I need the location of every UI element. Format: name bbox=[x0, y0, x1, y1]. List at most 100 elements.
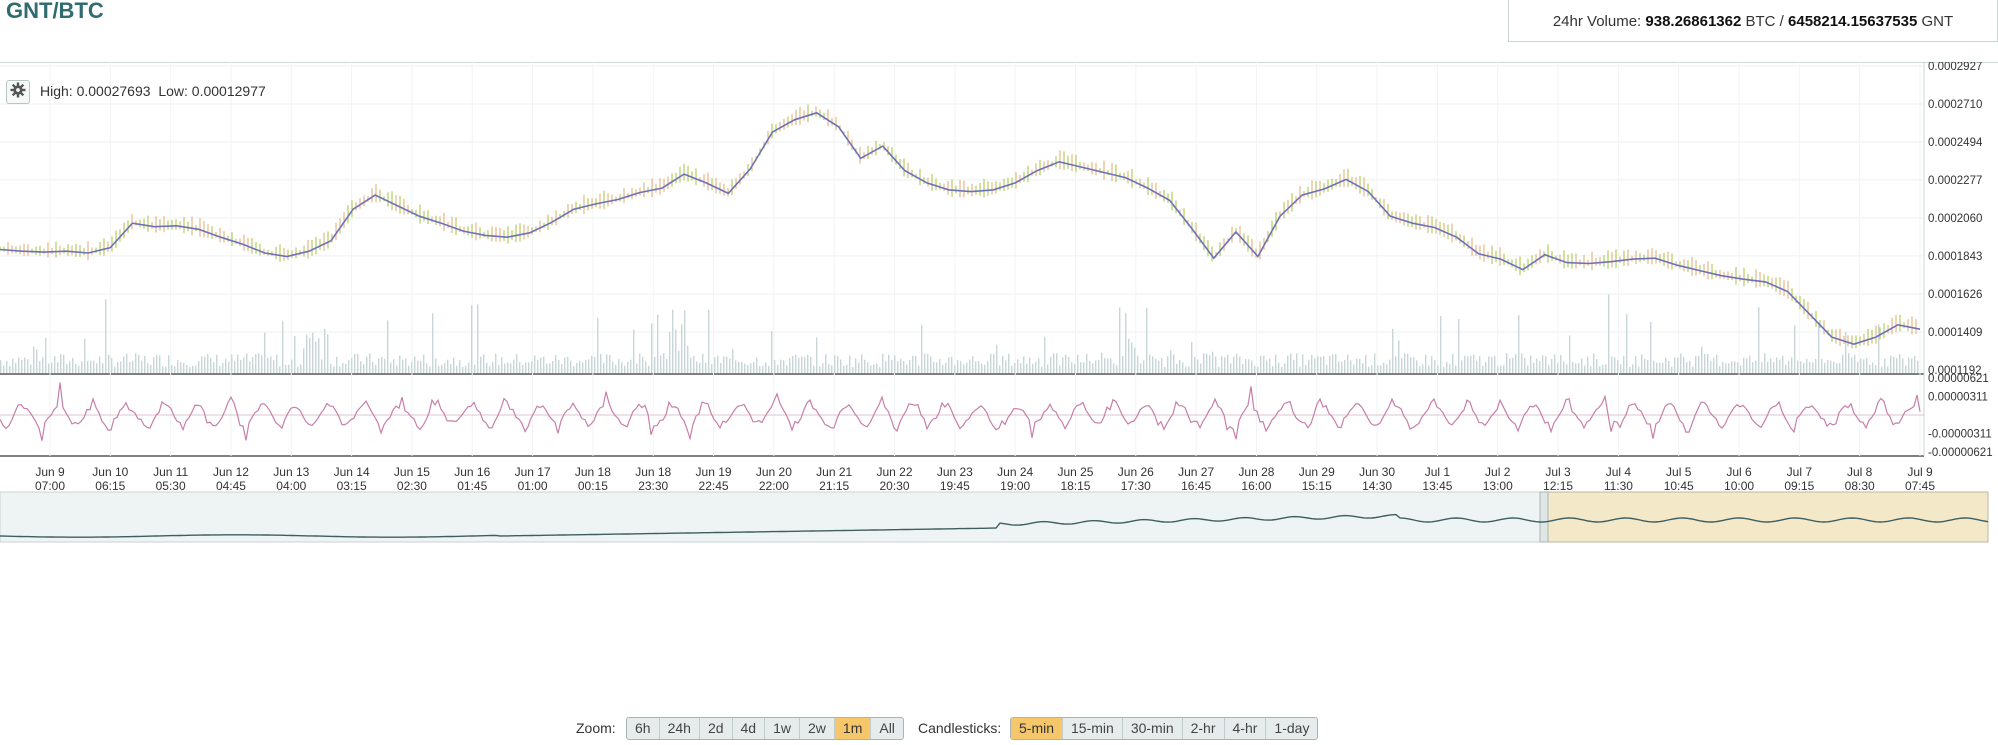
indicator-tick-label: 0.00000311 bbox=[1928, 391, 1988, 403]
volume-bar bbox=[1263, 355, 1265, 373]
volume-bar bbox=[21, 360, 23, 373]
volume-bar bbox=[1722, 361, 1724, 373]
zoom-6h-button[interactable]: 6h bbox=[627, 718, 660, 739]
gear-icon bbox=[10, 82, 26, 103]
volume-bar bbox=[1536, 358, 1538, 373]
volume-bar bbox=[507, 362, 509, 373]
volume-bar bbox=[1581, 358, 1583, 373]
volume-bar bbox=[1146, 307, 1148, 373]
volume-bar bbox=[1197, 359, 1199, 373]
chart-settings-button[interactable] bbox=[6, 80, 30, 104]
volume-bar bbox=[1554, 354, 1556, 373]
volume-bar bbox=[171, 364, 173, 373]
volume-bar bbox=[798, 357, 800, 373]
volume-bar bbox=[915, 355, 917, 373]
volume-bar bbox=[63, 354, 65, 373]
volume-bar bbox=[1320, 356, 1322, 373]
time-tick-day: Jun 25 bbox=[1057, 465, 1093, 479]
chart-svg[interactable]: 0.0002927 0.0002710 0.0002494 0.0002277 0.00… bbox=[0, 61, 1998, 582]
zoom-24h-button[interactable]: 24h bbox=[660, 718, 700, 739]
volume-bar bbox=[441, 364, 443, 373]
volume-bar bbox=[1590, 366, 1592, 373]
candles-5-min-button[interactable]: 5-min bbox=[1011, 718, 1064, 739]
volume-bar bbox=[1815, 359, 1817, 373]
volume-bar bbox=[639, 353, 641, 373]
volume-bar bbox=[285, 364, 287, 373]
volume-bar bbox=[1131, 342, 1133, 373]
volume-bar bbox=[81, 361, 83, 373]
volume-bar bbox=[0, 360, 2, 373]
volume-bar bbox=[1548, 365, 1550, 373]
volume-bar bbox=[780, 359, 782, 373]
volume-bar bbox=[72, 357, 74, 373]
volume-bar bbox=[1317, 356, 1319, 373]
candles-2-hr-button[interactable]: 2-hr bbox=[1183, 718, 1225, 739]
volume-bar bbox=[48, 363, 50, 373]
volume-bar bbox=[855, 358, 857, 373]
volume-bar bbox=[786, 365, 788, 373]
volume-bar bbox=[1407, 353, 1409, 373]
time-tick-time: 07:45 bbox=[1905, 479, 1935, 493]
price-line[interactable] bbox=[0, 111, 1921, 345]
zoom-2w-button[interactable]: 2w bbox=[800, 718, 835, 739]
candles-1-day-button[interactable]: 1-day bbox=[1274, 720, 1310, 736]
volume-bar bbox=[1278, 362, 1280, 373]
volume-bar bbox=[1161, 357, 1163, 373]
volume-bar bbox=[1083, 362, 1085, 373]
volume-bar bbox=[1098, 359, 1100, 373]
navigator-handle-left[interactable] bbox=[1539, 491, 1549, 543]
volume-bar bbox=[1464, 355, 1466, 373]
volume-bar bbox=[1788, 361, 1790, 373]
volume-bar bbox=[1863, 359, 1865, 373]
volume-bar bbox=[1440, 316, 1442, 373]
volume-bar bbox=[1230, 363, 1232, 373]
volume-bar bbox=[519, 362, 521, 373]
volume-bar bbox=[888, 354, 890, 373]
volume-bar bbox=[1020, 363, 1022, 373]
volume-bar bbox=[1638, 366, 1640, 373]
volume-bar bbox=[144, 355, 146, 373]
volume-bar bbox=[1869, 364, 1871, 373]
price-tick-label: 0.0002927 bbox=[1928, 62, 1982, 73]
volume-bar bbox=[1158, 360, 1160, 373]
price-chart[interactable]: 0.0002927 0.0002710 0.0002494 0.0002277 0.00… bbox=[0, 61, 1998, 582]
volume-bar bbox=[1662, 362, 1664, 373]
candles-4-hr-button[interactable]: 4-hr bbox=[1225, 718, 1267, 739]
zoom-2d-button[interactable]: 2d bbox=[700, 718, 733, 739]
volume-bar bbox=[534, 355, 536, 373]
volume-bar bbox=[129, 361, 131, 373]
volume-bar bbox=[645, 361, 647, 373]
volume-bar bbox=[1185, 366, 1187, 373]
zoom-1m-button[interactable]: 1m bbox=[834, 718, 872, 739]
zoom-1w-button[interactable]: 1w bbox=[765, 718, 800, 739]
volume-bar bbox=[1452, 354, 1454, 373]
volume-bar bbox=[1272, 366, 1274, 373]
zoom-all-button[interactable]: All bbox=[879, 720, 895, 736]
candles-30-min-button[interactable]: 30-min bbox=[1123, 718, 1183, 739]
volume-bar bbox=[1770, 358, 1772, 373]
volume-bar bbox=[729, 358, 731, 373]
volume-bar bbox=[513, 359, 515, 373]
time-tick-day: Jun 30 bbox=[1359, 465, 1395, 479]
volume-bar bbox=[105, 299, 107, 373]
volume-bar bbox=[240, 360, 242, 373]
volume-bar bbox=[693, 355, 695, 373]
volume-bar bbox=[573, 366, 575, 373]
time-tick-day: Jun 13 bbox=[273, 465, 309, 479]
navigator-selection[interactable] bbox=[1547, 491, 1989, 543]
volume-bar bbox=[843, 365, 845, 373]
volume-bar bbox=[669, 331, 671, 373]
volume-bar bbox=[1716, 354, 1718, 373]
volume-bar bbox=[753, 362, 755, 373]
time-tick-time: 16:45 bbox=[1181, 479, 1211, 493]
time-tick-day: Jun 17 bbox=[515, 465, 551, 479]
volume-bar bbox=[1611, 356, 1613, 373]
volume-bar bbox=[444, 362, 446, 373]
volume-bar bbox=[1605, 364, 1607, 373]
volume-bar bbox=[450, 363, 452, 373]
zoom-4d-button[interactable]: 4d bbox=[733, 718, 766, 739]
volume-bar bbox=[1764, 353, 1766, 373]
volume-bar bbox=[78, 365, 80, 373]
candles-15-min-button[interactable]: 15-min bbox=[1063, 718, 1123, 739]
volume-bar bbox=[912, 355, 914, 373]
